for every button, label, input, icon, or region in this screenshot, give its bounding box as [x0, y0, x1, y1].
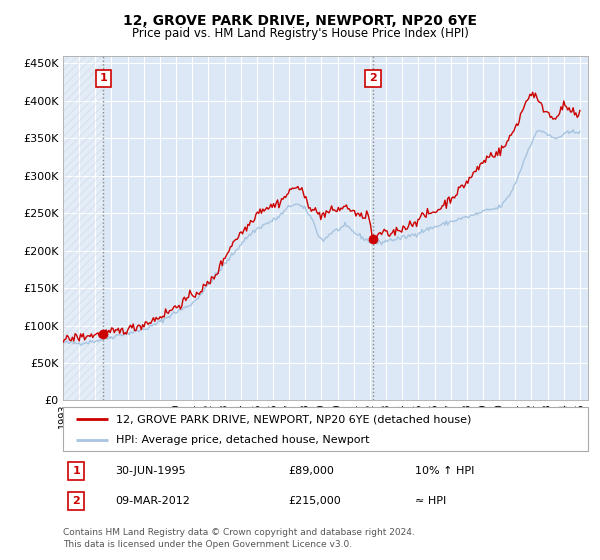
Text: £215,000: £215,000: [289, 496, 341, 506]
Text: ≈ HPI: ≈ HPI: [415, 496, 446, 506]
Text: Price paid vs. HM Land Registry's House Price Index (HPI): Price paid vs. HM Land Registry's House …: [131, 27, 469, 40]
Text: HPI: Average price, detached house, Newport: HPI: Average price, detached house, Newp…: [115, 435, 369, 445]
Text: £89,000: £89,000: [289, 466, 335, 476]
Text: 2: 2: [72, 496, 80, 506]
Text: 1: 1: [72, 466, 80, 476]
Text: 1: 1: [100, 73, 107, 83]
Text: 30-JUN-1995: 30-JUN-1995: [115, 466, 186, 476]
Text: 12, GROVE PARK DRIVE, NEWPORT, NP20 6YE: 12, GROVE PARK DRIVE, NEWPORT, NP20 6YE: [123, 14, 477, 28]
Text: 10% ↑ HPI: 10% ↑ HPI: [415, 466, 474, 476]
Text: 12, GROVE PARK DRIVE, NEWPORT, NP20 6YE (detached house): 12, GROVE PARK DRIVE, NEWPORT, NP20 6YE …: [115, 414, 471, 424]
Text: Contains HM Land Registry data © Crown copyright and database right 2024.
This d: Contains HM Land Registry data © Crown c…: [63, 528, 415, 549]
Text: 09-MAR-2012: 09-MAR-2012: [115, 496, 190, 506]
Text: 2: 2: [369, 73, 377, 83]
Bar: [63, 56, 103, 400]
